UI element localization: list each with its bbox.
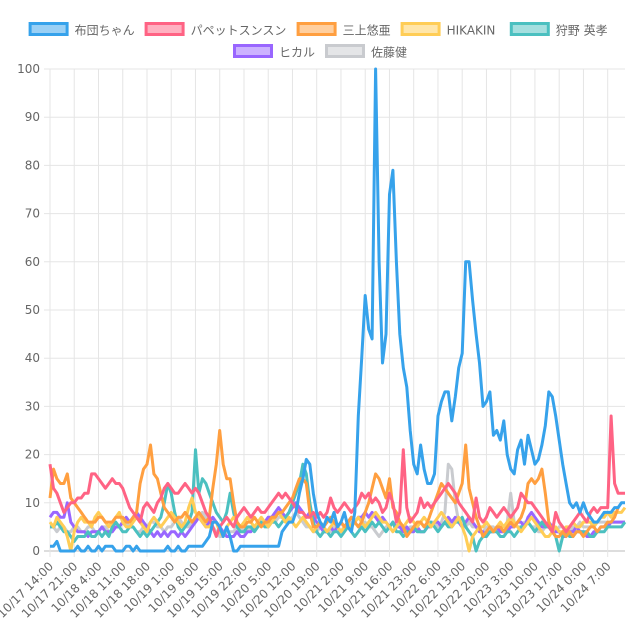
y-tick-label: 20 — [25, 448, 40, 462]
legend-item[interactable]: ヒカル — [233, 44, 316, 60]
y-tick-label: 70 — [25, 207, 40, 221]
legend-swatch — [400, 22, 441, 36]
legend-item[interactable]: HIKAKIN — [400, 22, 496, 38]
series-line — [48, 429, 620, 538]
grid — [44, 68, 625, 557]
legend-swatch — [325, 44, 365, 58]
y-tick-label: 80 — [25, 158, 40, 172]
y-tick-label: 100 — [17, 62, 40, 76]
y-tick-label: 30 — [25, 399, 40, 413]
legend-label: HIKAKIN — [447, 24, 496, 38]
legend-label: パペットスンスン — [191, 24, 287, 38]
legend-label: 狩野 英孝 — [556, 23, 608, 38]
legend-swatch — [233, 44, 273, 58]
y-tick-label: 60 — [25, 255, 40, 269]
legend-label: 三上悠亜 — [343, 23, 391, 38]
series-lines — [48, 67, 627, 553]
legend-swatch — [144, 22, 185, 36]
series-line — [48, 414, 625, 538]
legend-label: 佐藤健 — [371, 46, 407, 60]
y-tick-label: 50 — [25, 303, 40, 317]
y-tick-label: 0 — [32, 544, 40, 558]
y-tick-label: 90 — [25, 110, 40, 124]
y-axis: 0 10 20 30 40 50 60 70 80 90 100 — [17, 62, 40, 558]
series-line — [50, 448, 627, 553]
y-tick-label: 40 — [25, 351, 40, 365]
legend-item[interactable]: 狩野 英孝 — [509, 22, 608, 38]
legend-item[interactable]: パペットスンスン — [144, 22, 287, 38]
legend-swatch — [296, 22, 337, 36]
legend-label: 布団ちゃん — [75, 24, 135, 38]
legend-label: ヒカル — [279, 46, 315, 60]
series-line — [50, 67, 625, 553]
legend-swatch — [509, 22, 550, 36]
legend-swatch — [28, 22, 69, 36]
legend-item[interactable]: 三上悠亜 — [296, 22, 391, 38]
legend-item[interactable]: 布団ちゃん — [28, 22, 135, 38]
y-tick-label: 10 — [25, 496, 40, 510]
legend-item[interactable]: 佐藤健 — [325, 44, 408, 60]
